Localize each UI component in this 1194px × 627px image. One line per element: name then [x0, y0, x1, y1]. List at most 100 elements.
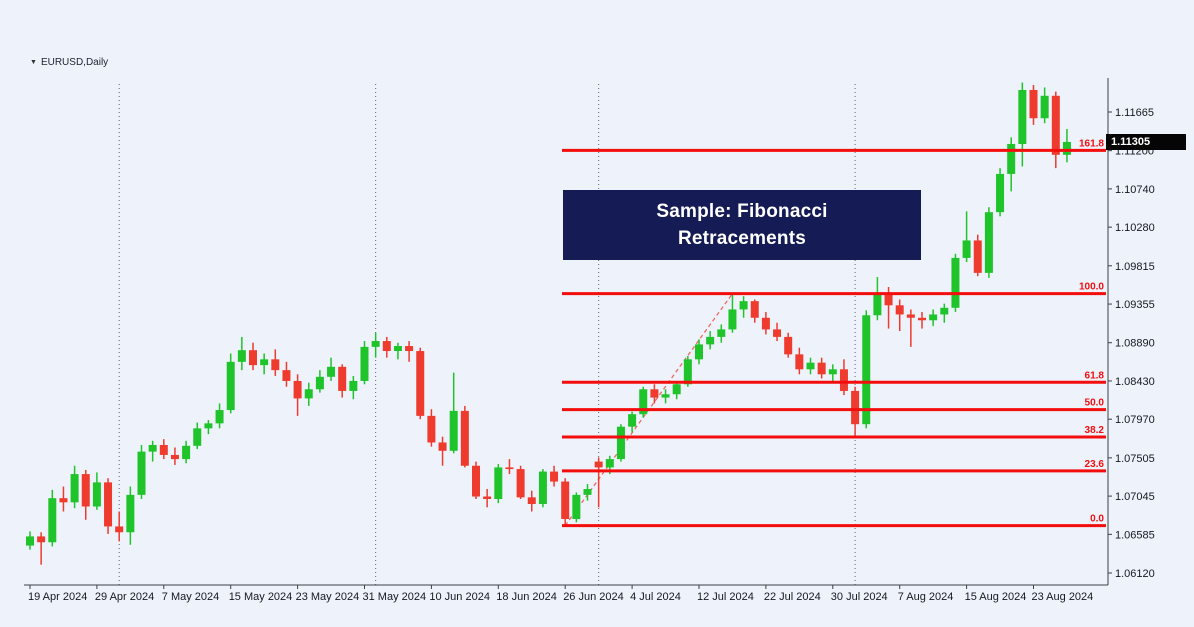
candle-body — [906, 314, 915, 318]
candle-body — [460, 410, 469, 466]
price-tick-label: 1.07505 — [1115, 453, 1155, 465]
candle-body — [538, 471, 547, 504]
candle-body — [26, 536, 34, 546]
date-tick-label: 31 May 2024 — [363, 591, 427, 603]
candle-body — [449, 410, 458, 451]
candle-body — [92, 482, 101, 507]
candle-body — [1007, 144, 1016, 174]
candle-body — [594, 461, 603, 468]
candle-body — [472, 465, 480, 497]
candle-body — [628, 414, 637, 427]
date-tick-label: 22 Jul 2024 — [764, 591, 821, 603]
candle-body — [929, 314, 938, 321]
date-tick-label: 12 Jul 2024 — [697, 591, 754, 603]
candle-body — [739, 301, 748, 310]
fib-level-label: 100.0 — [1079, 282, 1104, 293]
chevron-down-icon[interactable]: ▼ — [30, 58, 37, 66]
candle-body — [215, 410, 224, 424]
date-tick-label: 15 Aug 2024 — [965, 591, 1027, 603]
price-tick-label: 1.06585 — [1115, 529, 1155, 541]
price-tick-label: 1.08430 — [1115, 376, 1155, 388]
candle-body — [962, 240, 971, 258]
candle-body — [828, 369, 837, 375]
candle-body — [817, 362, 826, 375]
candle-body — [427, 415, 436, 443]
fib-level-label: 38.2 — [1085, 425, 1105, 436]
candle-body — [683, 359, 692, 385]
candle-body — [59, 498, 68, 503]
candle-body — [315, 376, 324, 390]
candle-body — [193, 428, 202, 446]
date-tick-label: 30 Jul 2024 — [831, 591, 888, 603]
candle-body — [728, 309, 737, 330]
candle-body — [226, 361, 235, 411]
annotation-banner-line1: Sample: Fibonacci — [656, 201, 828, 222]
last-price-box: 1.11305 — [1106, 133, 1186, 150]
price-tick-label: 1.11665 — [1115, 107, 1154, 119]
candle-body — [1062, 141, 1071, 155]
date-tick-label: 7 May 2024 — [162, 591, 219, 603]
candle-body — [148, 444, 157, 452]
price-tick-label: 1.07970 — [1115, 414, 1155, 426]
candle-body — [795, 354, 804, 370]
candle-body — [806, 362, 815, 370]
candle-body — [204, 423, 213, 429]
candle-body — [1040, 95, 1049, 119]
candle-body — [750, 301, 759, 318]
price-tick-label: 1.07045 — [1115, 491, 1155, 503]
candle-body — [1051, 95, 1060, 155]
candle-body — [605, 459, 614, 468]
candle-body — [237, 350, 246, 362]
annotation-banner[interactable]: Sample: Fibonacci Retracements — [563, 190, 921, 260]
symbol-timeframe-text: EURUSD,Daily — [40, 57, 109, 68]
candle-body — [717, 329, 726, 337]
candle-body — [672, 384, 681, 395]
candle-body — [159, 444, 168, 455]
candle-body — [873, 292, 882, 316]
candle-body — [126, 494, 135, 533]
candle-body — [115, 526, 124, 533]
candle-body — [338, 366, 347, 391]
fib-level-label: 61.8 — [1085, 370, 1105, 381]
date-tick-label: 23 May 2024 — [296, 591, 360, 603]
candle-body — [984, 212, 993, 273]
candle-body — [616, 426, 625, 460]
candle-body — [360, 346, 369, 381]
fib-level-label: 23.6 — [1085, 459, 1105, 470]
price-tick-label: 1.10280 — [1115, 222, 1155, 234]
candle-body — [483, 496, 492, 500]
date-tick-label: 18 Jun 2024 — [496, 591, 557, 603]
symbol-timeframe-label: ▼ EURUSD,Daily — [30, 57, 108, 68]
candle-body — [170, 454, 179, 460]
candle-body — [940, 307, 949, 315]
candle-body — [371, 341, 380, 347]
candle-body — [271, 359, 280, 371]
candle-body — [851, 390, 860, 425]
date-tick-label: 26 Jun 2024 — [563, 591, 624, 603]
candle-body — [773, 329, 782, 337]
candle-body — [304, 389, 313, 399]
candle-body — [650, 389, 659, 398]
price-tick-label: 1.10740 — [1115, 184, 1155, 196]
candle-body — [70, 474, 79, 503]
fib-level-label: 0.0 — [1090, 514, 1104, 525]
candle-body — [761, 317, 770, 330]
candle-body — [918, 317, 926, 321]
date-tick-label: 23 Aug 2024 — [1032, 591, 1094, 603]
candle-body — [382, 341, 391, 352]
candle-body — [516, 469, 525, 498]
candle-body — [104, 482, 113, 527]
candle-body — [550, 471, 559, 482]
candle-body — [1018, 89, 1027, 145]
candle-body — [527, 497, 536, 504]
candle-body — [405, 346, 414, 352]
candle-body — [661, 394, 670, 398]
price-tick-label: 1.08890 — [1115, 338, 1155, 350]
candle-body — [48, 498, 57, 543]
candle-body — [973, 240, 982, 273]
date-tick-label: 10 Jun 2024 — [429, 591, 490, 603]
candle-body — [706, 336, 715, 345]
candle-body — [639, 389, 648, 415]
candle-body — [895, 305, 904, 315]
